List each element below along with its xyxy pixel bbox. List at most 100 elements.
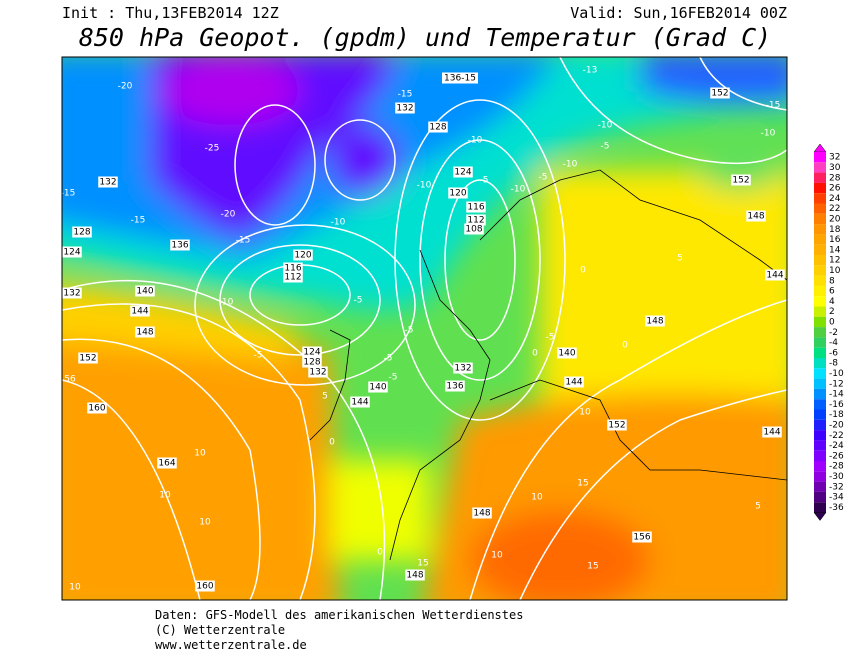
geopotential-label: 140 (558, 349, 575, 359)
colorbar-swatch (814, 172, 826, 183)
geopotential-label: 112 (284, 273, 301, 283)
colorbar-swatch (814, 378, 826, 389)
geopotential-label: 132 (454, 364, 471, 374)
colorbar-arrow-bottom (813, 512, 827, 521)
colorbar-label: 30 (829, 163, 841, 173)
colorbar-swatch (814, 316, 826, 328)
colorbar-label: 14 (829, 245, 841, 255)
label-background (170, 239, 190, 251)
label-background (765, 269, 785, 281)
colorbar-swatch (814, 471, 826, 482)
temperature-label: 15 (577, 479, 588, 489)
temperature-label: 10 (199, 518, 211, 528)
geopotential-label: 128 (429, 123, 446, 133)
colorbar-swatch (814, 244, 826, 255)
temperature-label: -5 (384, 354, 393, 364)
colorbar-label: -28 (829, 462, 844, 472)
temperature-label: -10 (331, 218, 346, 228)
geopotential-label: 148 (747, 212, 764, 222)
geopotential-label: 144 (766, 271, 783, 281)
colorbar-swatch (814, 491, 826, 503)
geopotential-label: 144 (351, 398, 368, 408)
label-background (448, 187, 468, 199)
label-background (710, 87, 730, 99)
colorbar-label: -4 (829, 338, 838, 348)
colorbar-swatch (814, 327, 826, 338)
geopotential-label: 156 (633, 533, 650, 543)
colorbar-swatch (814, 461, 826, 472)
colorbar-label: -14 (829, 390, 844, 400)
temperature-label: 10 (194, 449, 206, 459)
temperature-label: -10 (219, 298, 234, 308)
colorbar-swatch (814, 255, 826, 266)
temperature-label: 0 (329, 438, 335, 448)
colorbar-label: -8 (829, 359, 838, 369)
temperature-label: 0 (532, 349, 538, 359)
map-title: 850 hPa Geopot. (gpdm) und Temperatur (G… (79, 23, 771, 52)
colorbar-swatch (814, 430, 826, 441)
temperature-label: 10 (159, 491, 171, 501)
label-background (557, 347, 577, 359)
temperature-label: -10 (598, 121, 613, 131)
colorbar-swatch (814, 265, 826, 276)
label-background (283, 271, 303, 283)
colorbar-swatch (814, 419, 826, 431)
label-background (130, 305, 150, 317)
temperature-label: -10 (417, 181, 432, 191)
temperature-label: -5 (546, 333, 555, 343)
colorbar-label: -32 (829, 482, 844, 492)
label-background (472, 507, 492, 519)
label-background (428, 121, 448, 133)
label-background (195, 580, 215, 592)
colorbar-label: -16 (829, 400, 844, 410)
temperature-label: -5 (254, 351, 263, 361)
label-background (746, 210, 766, 222)
colorbar-swatch (814, 337, 826, 348)
label-background (157, 457, 177, 469)
geopotential-label: 136-15 (444, 74, 476, 84)
colorbar-swatch (814, 182, 826, 194)
temperature-label: 10 (69, 583, 81, 593)
geopotential-label: 108 (465, 225, 482, 235)
colorbar-label: 28 (829, 173, 841, 183)
label-background (466, 214, 486, 226)
geopotential-label: 120 (294, 251, 311, 261)
init-time: Init : Thu,13FEB2014 12Z (62, 4, 279, 22)
temperature-field (62, 57, 787, 600)
label-background (442, 72, 478, 84)
colorbar-label: 6 (829, 287, 835, 297)
geopotential-label: 132 (99, 178, 116, 188)
label-background (308, 366, 328, 378)
colorbar-swatch (814, 399, 826, 410)
colorbar-label: 24 (829, 194, 841, 204)
temperature-label: -5 (354, 296, 363, 306)
label-background (368, 381, 388, 393)
temperature-label: -15 (131, 216, 146, 226)
label-background (293, 249, 313, 261)
colorbar-label: 8 (829, 276, 835, 286)
temperature-label: 10 (491, 551, 503, 561)
footer-source: Daten: GFS-Modell des amerikanischen Wet… (155, 608, 523, 622)
temperature-label: -15 (398, 90, 413, 100)
temperature-label: 5 (677, 254, 683, 264)
temperature-label: -10 (468, 136, 483, 146)
colorbar-swatch (814, 481, 826, 492)
colorbar-label: -34 (829, 493, 844, 503)
colorbar-label: 0 (829, 317, 835, 327)
label-background (645, 315, 665, 327)
colorbar-swatch (814, 347, 826, 358)
label-background (464, 223, 484, 235)
label-background (395, 102, 415, 114)
temperature-label: 56 (64, 375, 76, 385)
label-background (283, 262, 303, 274)
geopotential-label: 144 (131, 307, 148, 317)
geopotential-label: 112 (467, 216, 484, 226)
label-background (350, 396, 370, 408)
coastlines (309, 169, 787, 561)
colorbar-swatch (814, 193, 826, 204)
colorbar-label: -24 (829, 441, 844, 451)
geopotential-label: 124 (303, 348, 320, 358)
temperature-label: 5 (322, 392, 328, 402)
temperature-label: 15 (587, 562, 598, 572)
